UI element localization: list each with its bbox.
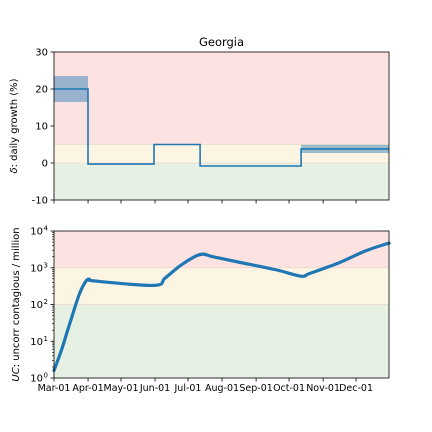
- contagious-y-tick-exponent-4: 4: [44, 225, 49, 233]
- contagious-y-tick-label-0: 10: [30, 374, 43, 385]
- contagious-series-line: [52, 241, 391, 373]
- growth-series-line: [54, 88, 389, 167]
- contagious-zones: [54, 231, 389, 378]
- x-tick-label-0: Mar-01: [38, 383, 71, 394]
- contagious-y-tick-exponent-0: 0: [44, 372, 48, 380]
- growth-panel: -10 0 10 20 30 Georgia δ: daily growth (%): [9, 35, 390, 207]
- contagious-y-axis-label: UC: uncorr contagious / million: [11, 227, 22, 381]
- contagious-y-tick-exponent-2: 2: [44, 298, 48, 306]
- x-tick-label-9: Dec-01: [339, 383, 373, 394]
- contagious-y-tick-exponent-3: 3: [44, 261, 48, 269]
- x-tick-label-3: Jun-01: [139, 383, 170, 394]
- x-tick-label-4: Jul-01: [174, 383, 202, 394]
- contagious-zone-2: [54, 304, 389, 378]
- x-tick-label-8: Nov-01: [306, 383, 340, 394]
- contagious-y-tick-label-3: 10: [30, 263, 43, 274]
- growth-zones: [54, 52, 389, 200]
- contagious-y-tick-label-4: 10: [30, 227, 43, 238]
- growth-zone-2: [54, 163, 389, 200]
- growth-y-ticks: -10 0 10 20 30: [32, 48, 54, 207]
- growth-y-tick-label-0: -10: [32, 196, 48, 207]
- growth-y-tick-label-4: 30: [35, 48, 48, 59]
- growth-y-axis-label-symbol: δ: [9, 167, 20, 173]
- growth-y-tick-label-2: 10: [35, 122, 48, 133]
- growth-y-axis-label-text: : daily growth (%): [9, 78, 20, 167]
- x-tick-label-2: May-01: [104, 383, 139, 394]
- x-tick-label-5: Aug-01: [205, 383, 239, 394]
- contagious-y-tick-label-1: 10: [30, 337, 43, 348]
- growth-y-axis-label: δ: daily growth (%): [9, 78, 20, 173]
- contagious-y-tick-label-2: 10: [30, 300, 43, 311]
- x-tick-label-1: Apr-01: [72, 383, 103, 394]
- contagious-zone-1: [54, 267, 389, 305]
- x-tick-label-6: Sep-01: [239, 383, 272, 394]
- x-tick-label-7: Oct-01: [273, 383, 305, 394]
- growth-zone-0: [54, 52, 389, 145]
- contagious-y-axis-label-symbol: UC: [11, 367, 22, 381]
- growth-y-tick-label-1: 0: [42, 159, 48, 170]
- contagious-y-tick-exponent-1: 1: [44, 335, 48, 343]
- contagious-y-axis-label-text: : uncorr contagious / million: [11, 227, 22, 367]
- chart-title: Georgia: [199, 35, 244, 49]
- contagious-zone-0: [54, 231, 389, 268]
- contagious-x-ticks: Mar-01 Apr-01 May-01 Jun-01 Jul-01 Aug-01 Sep-…: [38, 378, 373, 394]
- growth-y-tick-label-3: 20: [35, 85, 48, 96]
- growth-x-ticks: [53, 200, 357, 204]
